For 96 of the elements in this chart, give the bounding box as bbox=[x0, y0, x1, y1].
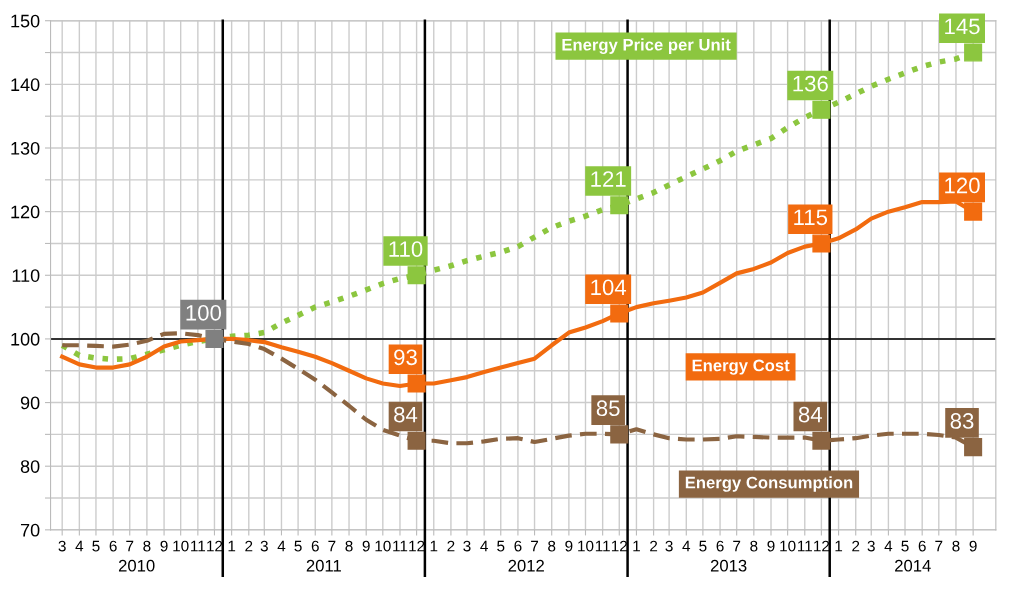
x-tick-label: 8 bbox=[952, 540, 960, 552]
text: Energy Consumption bbox=[685, 476, 853, 492]
x-tick-label: 8 bbox=[750, 540, 758, 552]
data-label: 136 bbox=[793, 75, 828, 92]
x-tick-label: 7 bbox=[935, 540, 943, 552]
x-tick-label: 3 bbox=[58, 540, 66, 552]
x-tick-label: 3 bbox=[463, 540, 471, 552]
x-tick-label: 4 bbox=[884, 540, 893, 552]
x-tick-label: 11 bbox=[798, 540, 812, 552]
point bbox=[964, 43, 983, 62]
x-tick-label: 11 bbox=[595, 540, 610, 552]
x-tick-label: 6 bbox=[311, 540, 319, 552]
x-tick-label: 4 bbox=[277, 540, 286, 552]
x-tick-label: 11 bbox=[393, 540, 408, 552]
x-tick-label: 2 bbox=[245, 540, 253, 552]
text: Energy Cost bbox=[692, 359, 790, 375]
data-label: 115 bbox=[794, 209, 828, 226]
point bbox=[812, 100, 831, 119]
x-tick-label: 3 bbox=[260, 540, 268, 552]
text: 2014 bbox=[895, 559, 931, 572]
x-tick-label: 6 bbox=[716, 540, 724, 552]
x-tick-label: 7 bbox=[328, 540, 336, 552]
x-tick-label: 9 bbox=[969, 540, 977, 552]
text: 2011 bbox=[306, 559, 341, 572]
x-tick-label: 3 bbox=[867, 540, 875, 552]
x-tick-label: 9 bbox=[160, 540, 168, 552]
point bbox=[812, 234, 831, 253]
y-tick-label: 90 bbox=[20, 396, 40, 410]
x-tick-label: 10 bbox=[780, 540, 796, 552]
x-tick-label: 5 bbox=[497, 540, 505, 552]
x-tick-label: 8 bbox=[143, 540, 151, 552]
x-tick-label: 5 bbox=[92, 540, 100, 552]
x-tick-label: 1 bbox=[633, 540, 640, 552]
x-tick-label: 7 bbox=[733, 540, 741, 552]
x-tick-label: 12 bbox=[814, 540, 830, 552]
x-tick-label: 4 bbox=[75, 540, 84, 552]
data-label: 93 bbox=[394, 349, 417, 366]
y-tick-label: 100 bbox=[11, 332, 40, 346]
x-tick-label: 10 bbox=[375, 540, 391, 552]
data-label: 104 bbox=[591, 279, 627, 296]
annotation: 100 bbox=[186, 304, 222, 321]
data-label: 85 bbox=[596, 400, 620, 417]
data-label: 121 bbox=[591, 171, 626, 187]
x-tick-label: 12 bbox=[409, 540, 425, 552]
x-tick-label: 4 bbox=[480, 540, 488, 552]
data-label: 110 bbox=[389, 241, 423, 257]
y-tick-label: 130 bbox=[11, 141, 40, 155]
text: 2012 bbox=[508, 559, 544, 572]
y-tick-label: 110 bbox=[12, 269, 40, 282]
point bbox=[812, 431, 831, 450]
x-tick-label: 5 bbox=[901, 540, 909, 552]
x-tick-label: 1 bbox=[835, 540, 843, 552]
x-tick-label: 2 bbox=[650, 540, 658, 552]
data-label: 145 bbox=[945, 18, 980, 35]
point bbox=[407, 374, 426, 393]
text: Energy Price per Unit bbox=[562, 38, 731, 54]
point bbox=[407, 266, 426, 285]
text: 2013 bbox=[710, 559, 747, 572]
point bbox=[610, 425, 629, 444]
x-tick-label: 6 bbox=[109, 540, 117, 552]
x-tick-label: 2 bbox=[852, 540, 860, 552]
x-tick-label: 7 bbox=[126, 540, 134, 552]
y-tick-label: 70 bbox=[20, 523, 40, 537]
x-tick-label: 6 bbox=[918, 540, 926, 552]
data-label: 120 bbox=[945, 177, 980, 194]
x-tick-label: 3 bbox=[665, 540, 673, 552]
x-tick-label: 9 bbox=[767, 540, 775, 552]
x-tick-label: 7 bbox=[531, 540, 539, 552]
x-tick-label: 6 bbox=[514, 540, 522, 552]
x-tick-label: 8 bbox=[345, 540, 353, 552]
point bbox=[964, 438, 983, 457]
x-tick-label: 1 bbox=[228, 540, 236, 552]
x-tick-label: 10 bbox=[578, 540, 594, 552]
x-tick-label: 2 bbox=[447, 540, 455, 552]
x-tick-label: 11 bbox=[191, 540, 206, 552]
x-tick-label: 9 bbox=[362, 540, 370, 552]
x-tick-label: 12 bbox=[207, 540, 223, 552]
y-tick-label: 120 bbox=[11, 205, 40, 219]
y-tick-label: 150 bbox=[11, 14, 40, 28]
point bbox=[407, 431, 426, 450]
x-tick-label: 5 bbox=[699, 540, 707, 552]
x-tick-label: 5 bbox=[294, 540, 302, 552]
point bbox=[610, 304, 629, 323]
text: 2010 bbox=[118, 559, 155, 572]
point bbox=[610, 196, 629, 215]
x-tick-label: 1 bbox=[430, 540, 438, 552]
x-tick-label: 4 bbox=[682, 540, 691, 552]
point bbox=[964, 202, 983, 221]
y-tick-label: 80 bbox=[20, 460, 40, 473]
data-label: 84 bbox=[394, 406, 418, 423]
y-tick-label: 140 bbox=[11, 78, 40, 92]
data-label: 83 bbox=[950, 413, 974, 429]
x-tick-label: 10 bbox=[173, 540, 189, 552]
data-label: 84 bbox=[798, 406, 822, 423]
x-tick-label: 9 bbox=[565, 540, 573, 552]
x-tick-label: 8 bbox=[548, 540, 556, 552]
